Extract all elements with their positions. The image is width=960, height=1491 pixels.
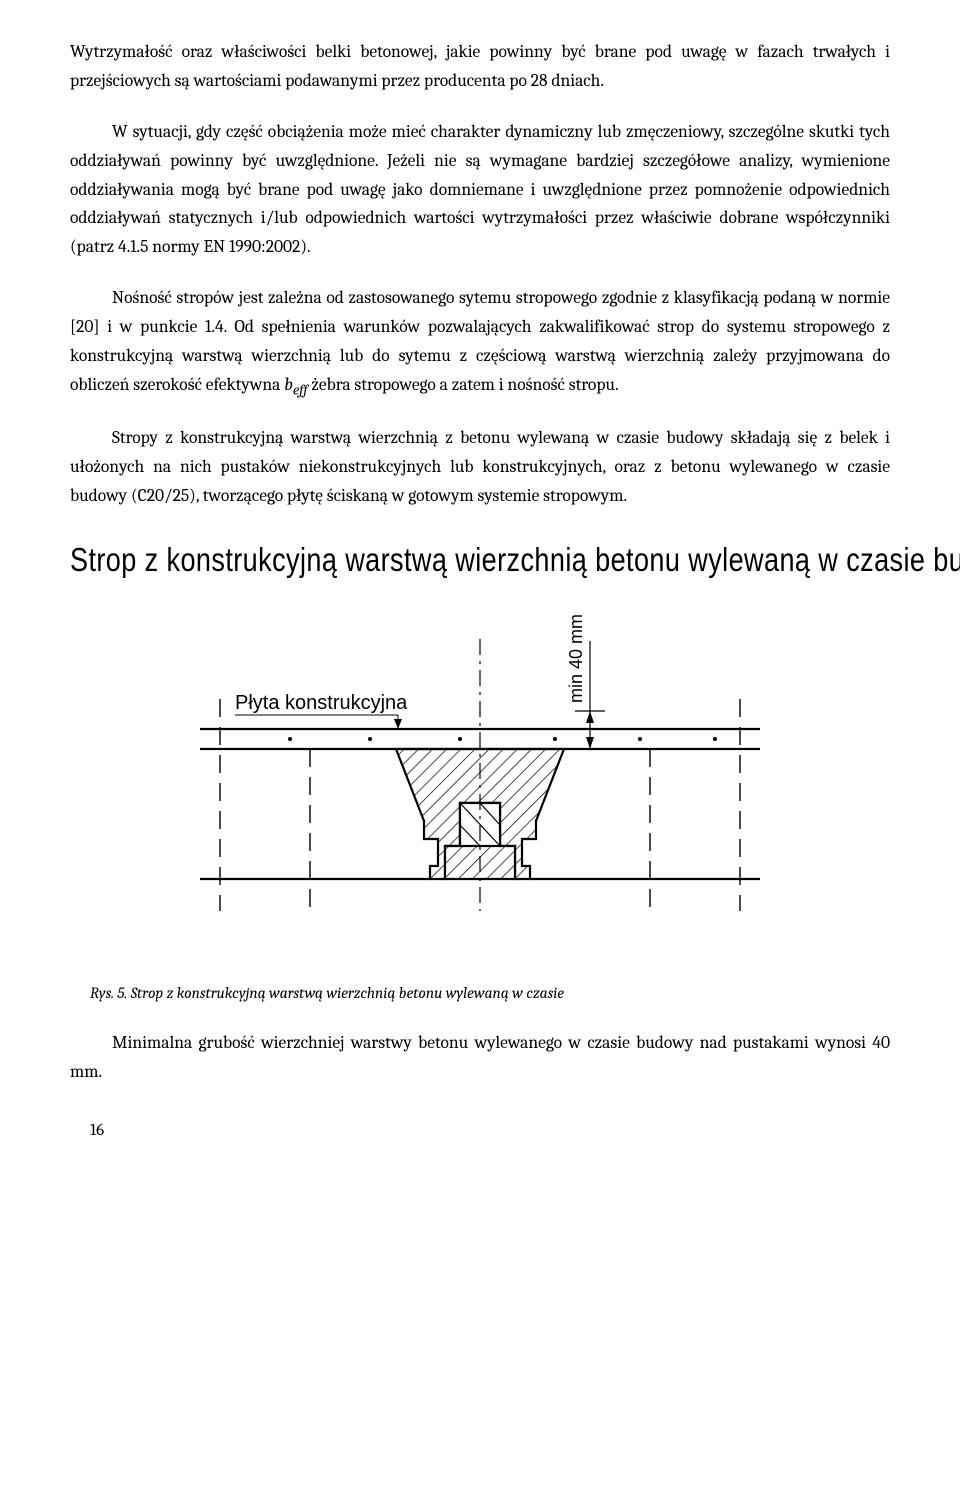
label-plate: Płyta konstrukcyjna bbox=[235, 692, 408, 729]
diagram-container: min 40 mm Płyta konstrukcyjna bbox=[70, 611, 890, 941]
figure-caption: Rys. 5. Strop z konstrukcyjną warstwą wi… bbox=[70, 981, 890, 1007]
p3-part-b: żebra stropowego a zatem i nośność strop… bbox=[308, 375, 619, 395]
paragraph-4: Stropy z konstrukcyjną warstwą wierzchni… bbox=[70, 424, 890, 511]
diagram-title: Strop z konstrukcyjną warstwą wierzchnią… bbox=[70, 533, 742, 587]
p3-var: b bbox=[284, 375, 293, 395]
paragraph-2: W sytuacji, gdy część obciążenia może mi… bbox=[70, 118, 890, 262]
paragraph-last: Minimalna grubość wierzchniej warstwy be… bbox=[70, 1029, 890, 1087]
page-number: 16 bbox=[70, 1117, 890, 1145]
paragraph-3: Nośność stropów jest zależna od zastosow… bbox=[70, 284, 890, 402]
paragraph-1: Wytrzymałość oraz właściwości belki beto… bbox=[70, 38, 890, 96]
p3-sub: eff bbox=[293, 381, 308, 398]
cross-section-diagram: min 40 mm Płyta konstrukcyjna bbox=[160, 611, 800, 941]
dim-min-label: min 40 mm bbox=[566, 614, 586, 703]
plate-label-text: Płyta konstrukcyjna bbox=[235, 692, 408, 714]
